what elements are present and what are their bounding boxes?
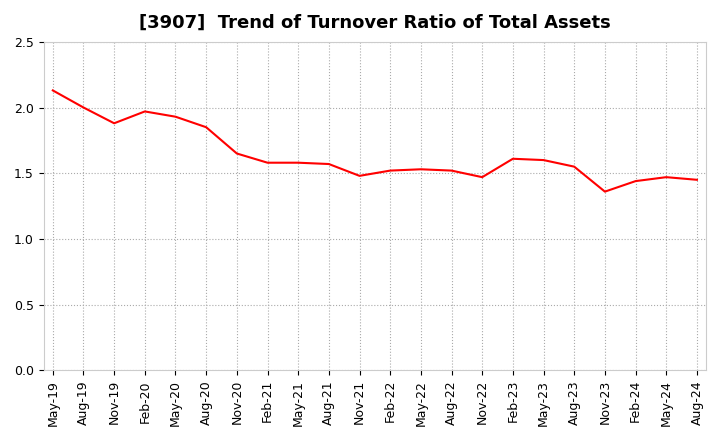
Title: [3907]  Trend of Turnover Ratio of Total Assets: [3907] Trend of Turnover Ratio of Total …: [139, 14, 611, 32]
